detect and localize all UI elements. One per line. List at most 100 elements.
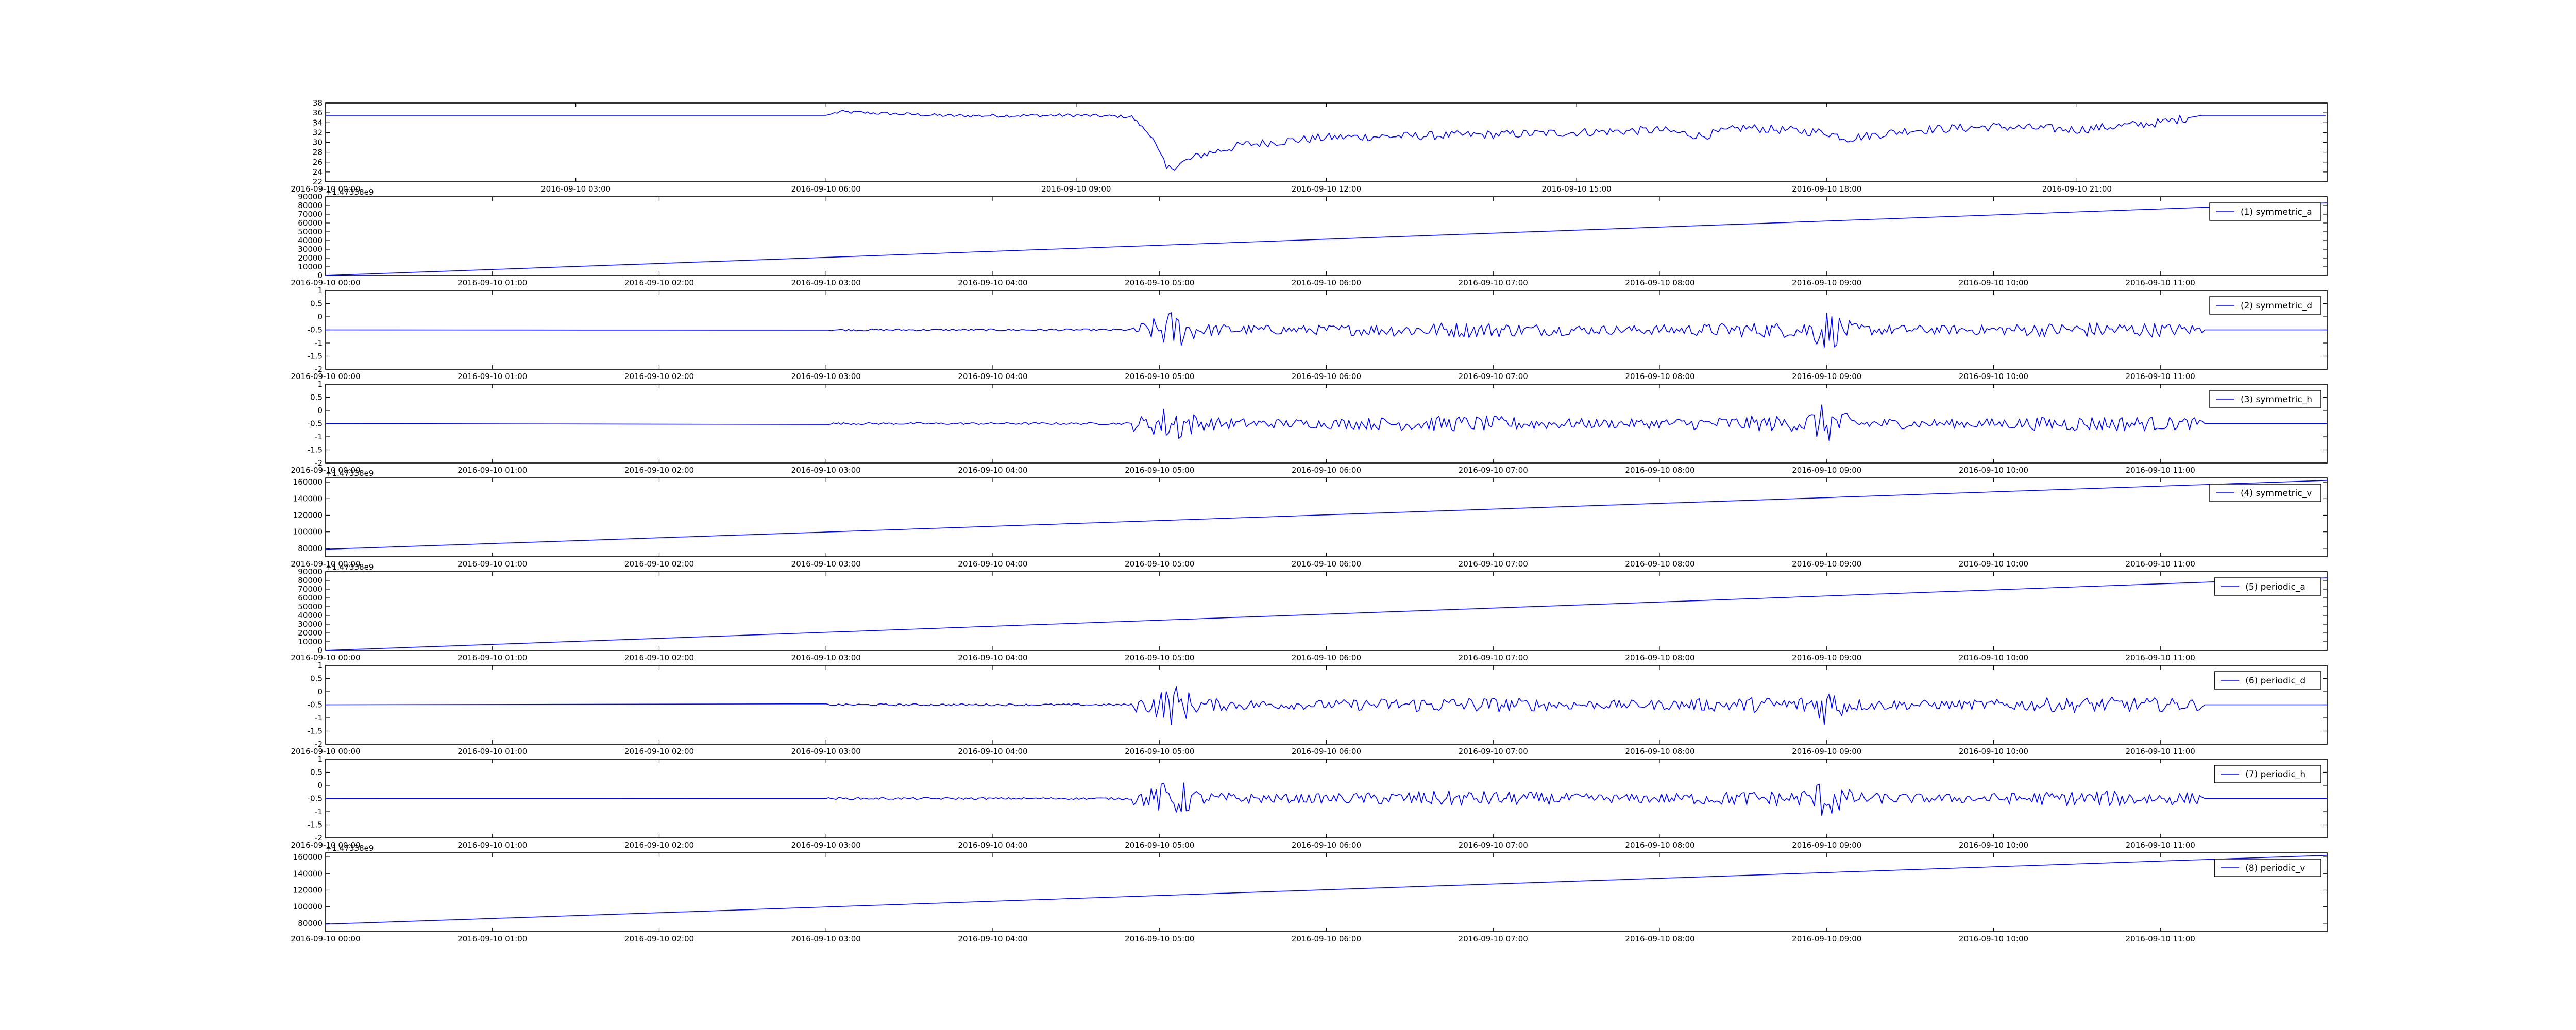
- x-tick-label: 2016-09-10 01:00: [457, 278, 527, 287]
- series-line-9: [325, 855, 2328, 925]
- y-tick-label: 160000: [293, 477, 323, 487]
- x-tick-label: 2016-09-10 11:00: [2126, 559, 2195, 569]
- x-tick-label: 2016-09-10 09:00: [1792, 466, 1861, 475]
- x-tick-label: 2016-09-10 00:00: [291, 559, 360, 569]
- x-tick-label: 2016-09-10 07:00: [1459, 747, 1528, 756]
- y-tick-label: -1: [315, 807, 323, 816]
- axes-frame: [325, 102, 2328, 182]
- y-tick-label: 0.5: [310, 299, 323, 308]
- y-tick-label: 100000: [293, 902, 323, 912]
- y-tick-label: 80000: [298, 544, 323, 553]
- x-tick-label: 2016-09-10 11:00: [2126, 934, 2195, 943]
- x-tick-label: 2016-09-10 00:00: [291, 278, 360, 287]
- x-tick-label: 2016-09-10 11:00: [2126, 840, 2195, 850]
- legend-box: [2214, 859, 2321, 877]
- x-tick-label: 2016-09-10 02:00: [624, 278, 694, 287]
- x-tick-label: 2016-09-10 06:00: [1292, 559, 1361, 569]
- x-tick-label: 2016-09-10 05:00: [1125, 747, 1194, 756]
- x-tick-label: 2016-09-10 03:00: [541, 184, 611, 194]
- y-tick-label: 0: [317, 646, 323, 655]
- x-tick-label: 2016-09-10 04:00: [958, 559, 1027, 569]
- x-tick-label: 2016-09-10 21:00: [2042, 184, 2112, 194]
- y-tick-label: 40000: [298, 236, 323, 245]
- y-tick-label: 90000: [298, 567, 323, 576]
- x-tick-label: 2016-09-10 02:00: [624, 934, 694, 943]
- y-tick-label: 10000: [298, 637, 323, 646]
- series-line-7: [325, 686, 2327, 726]
- x-tick-label: 2016-09-10 05:00: [1125, 934, 1194, 943]
- x-tick-label: 2016-09-10 03:00: [791, 372, 861, 381]
- y-tick-label: 70000: [298, 210, 323, 219]
- y-tick-label: 0.5: [310, 393, 323, 402]
- x-tick-label: 2016-09-10 02:00: [624, 559, 694, 569]
- axes-frame: [325, 196, 2328, 276]
- x-tick-label: 2016-09-10 04:00: [958, 840, 1027, 850]
- series-line-5: [325, 480, 2328, 550]
- x-tick-label: 2016-09-10 10:00: [1959, 466, 2028, 475]
- y-tick-label: 22: [313, 177, 323, 186]
- x-tick-label: 2016-09-10 03:00: [791, 934, 861, 943]
- series-line-8: [325, 782, 2327, 816]
- x-tick-label: 2016-09-10 01:00: [457, 840, 527, 850]
- y-tick-label: 100000: [293, 527, 323, 537]
- x-tick-label: 2016-09-10 06:00: [1292, 840, 1361, 850]
- x-tick-label: 2016-09-10 09:00: [1792, 559, 1861, 569]
- y-tick-label: -1.5: [308, 727, 323, 736]
- y-tick-label: -1.5: [308, 820, 323, 830]
- legend-label: (7) periodic_h: [2245, 769, 2306, 780]
- axes-frame: [325, 665, 2328, 745]
- y-tick-label: 0: [317, 271, 323, 280]
- x-tick-label: 2016-09-10 18:00: [1792, 184, 1861, 194]
- x-tick-label: 2016-09-10 03:00: [791, 466, 861, 475]
- x-tick-label: 2016-09-10 07:00: [1459, 653, 1528, 662]
- y-tick-label: -0.5: [308, 419, 323, 428]
- x-tick-label: 2016-09-10 10:00: [1959, 840, 2028, 850]
- x-tick-label: 2016-09-10 04:00: [958, 278, 1027, 287]
- x-tick-label: 2016-09-10 03:00: [791, 559, 861, 569]
- x-tick-label: 2016-09-10 01:00: [457, 466, 527, 475]
- x-tick-label: 2016-09-10 05:00: [1125, 278, 1194, 287]
- y-tick-label: 50000: [298, 227, 323, 236]
- x-tick-label: 2016-09-10 04:00: [958, 934, 1027, 943]
- series-line-4: [325, 404, 2327, 442]
- y-tick-label: -0.5: [308, 325, 323, 335]
- x-tick-label: 2016-09-10 09:00: [1792, 278, 1861, 287]
- legend-label: (2) symmetric_d: [2241, 301, 2312, 311]
- subplot-2: 0100002000030000400005000060000700008000…: [291, 187, 2328, 287]
- x-tick-label: 2016-09-10 07:00: [1459, 372, 1528, 381]
- y-tick-label: 40000: [298, 611, 323, 620]
- x-tick-label: 2016-09-10 06:00: [1292, 466, 1361, 475]
- x-tick-label: 2016-09-10 01:00: [457, 559, 527, 569]
- x-tick-label: 2016-09-10 07:00: [1459, 934, 1528, 943]
- x-tick-label: 2016-09-10 00:00: [291, 747, 360, 756]
- series-line-6: [325, 577, 2328, 651]
- axis-offset-label: +1.47338e9: [326, 469, 374, 478]
- y-tick-label: 1: [317, 286, 323, 295]
- x-tick-label: 2016-09-10 10:00: [1959, 278, 2028, 287]
- subplot-4: -2 -1.5 -1 -0.5 0 0.5 1 2016-09-10 00:00 2016-09…: [291, 380, 2328, 475]
- x-tick-label: 2016-09-10 06:00: [1292, 372, 1361, 381]
- y-tick-label: 36: [313, 108, 323, 117]
- y-tick-label: 30000: [298, 620, 323, 629]
- y-tick-label: 0: [317, 781, 323, 790]
- x-tick-label: 2016-09-10 08:00: [1625, 466, 1694, 475]
- x-tick-label: 2016-09-10 00:00: [291, 840, 360, 850]
- x-tick-label: 2016-09-10 04:00: [958, 653, 1027, 662]
- x-tick-label: 2016-09-10 07:00: [1459, 278, 1528, 287]
- x-tick-label: 2016-09-10 06:00: [1292, 934, 1361, 943]
- y-tick-label: -1: [315, 432, 323, 441]
- y-tick-label: -1: [315, 713, 323, 723]
- x-tick-label: 2016-09-10 03:00: [791, 653, 861, 662]
- y-tick-label: 120000: [293, 885, 323, 895]
- x-tick-label: 2016-09-10 03:00: [791, 278, 861, 287]
- x-tick-label: 2016-09-10 05:00: [1125, 559, 1194, 569]
- x-tick-label: 2016-09-10 02:00: [624, 840, 694, 850]
- x-tick-label: 2016-09-10 04:00: [958, 747, 1027, 756]
- y-tick-label: -1.5: [308, 352, 323, 361]
- x-tick-label: 2016-09-10 05:00: [1125, 653, 1194, 662]
- legend-label: (6) periodic_d: [2245, 676, 2306, 686]
- x-tick-label: 2016-09-10 11:00: [2126, 466, 2195, 475]
- x-tick-label: 2016-09-10 09:00: [1792, 840, 1861, 850]
